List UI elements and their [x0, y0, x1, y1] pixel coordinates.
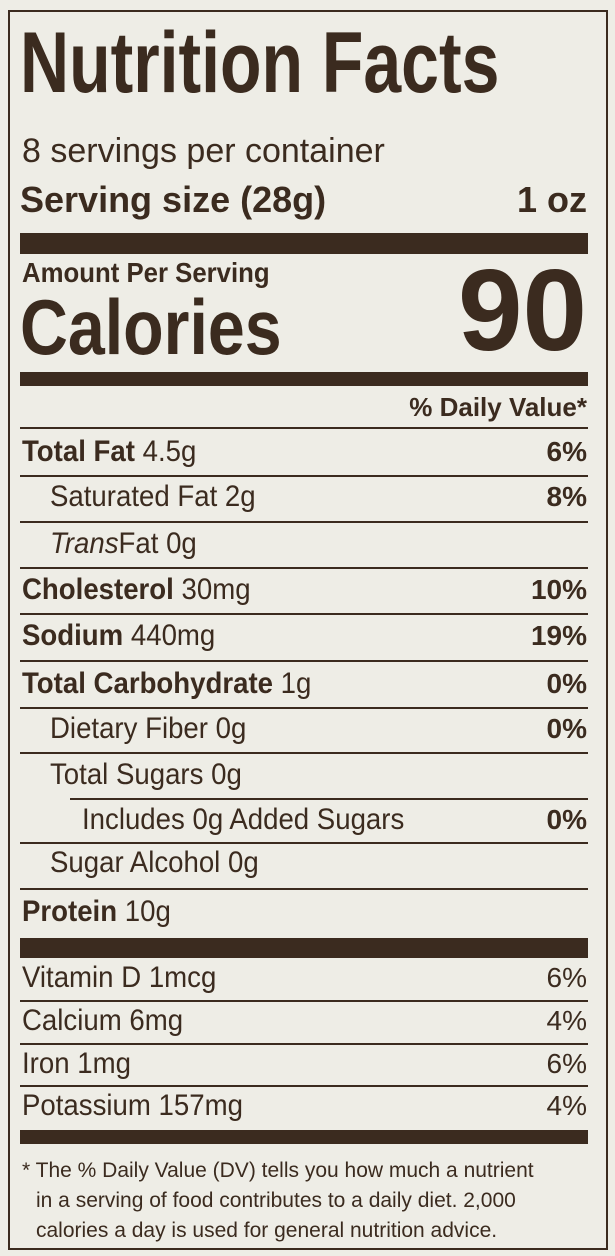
nutrient-name: Includes 0g Added Sugars — [82, 800, 404, 840]
vitamin-amount: 1mg — [77, 1047, 131, 1080]
rule — [20, 888, 588, 890]
serving-size-label: Serving size (28g) — [20, 179, 327, 220]
label-border — [8, 10, 608, 1250]
nutrient-amount: 2g — [224, 480, 256, 513]
nutrient-name: Sugar Alcohol 0g — [50, 843, 259, 883]
footnote-line: * The % Daily Value (DV) tells you how m… — [22, 1159, 534, 1182]
nutrient-label: Fat — [118, 527, 159, 560]
rule — [20, 567, 588, 569]
vitamin-dv: 4% — [546, 1005, 587, 1036]
nutrient-dv: 0% — [546, 713, 587, 744]
vitamin-amount: 157mg — [158, 1089, 243, 1122]
vitamin-name: Potassium 157mg — [22, 1086, 243, 1126]
nutrient-dv: 0% — [546, 668, 587, 699]
vitamin-amount: 1mcg — [148, 961, 217, 994]
nutrient-name: Sodium 440mg — [22, 616, 215, 656]
rule — [20, 707, 588, 709]
nutrient-label: Sugar Alcohol — [50, 846, 221, 879]
rule — [20, 427, 588, 429]
rule — [20, 752, 588, 754]
rule — [20, 842, 588, 844]
rule — [20, 660, 588, 662]
vitamin-dv: 4% — [546, 1090, 587, 1121]
nutrient-amount: 0g — [211, 758, 242, 791]
serving-size-value: 1 oz — [516, 179, 587, 220]
footnote-line: calories a day is used for general nutri… — [36, 1219, 498, 1242]
rule — [20, 1085, 588, 1087]
medium-bar — [20, 1130, 588, 1144]
nutrient-prefix: Trans — [50, 527, 119, 560]
nutrient-amount: 0g — [228, 846, 259, 879]
vitamin-name: Calcium 6mg — [22, 1001, 183, 1041]
daily-value-header: % Daily Value* — [409, 392, 587, 422]
nutrient-name: Total Carbohydrate 1g — [22, 664, 311, 704]
nutrient-label: Total Sugars — [50, 758, 204, 791]
rule — [20, 475, 588, 477]
nutrient-amount: 0g Added Sugars — [192, 803, 405, 836]
nutrient-name: Dietary Fiber 0g — [50, 709, 246, 749]
nutrient-dv: 6% — [546, 436, 587, 467]
nutrient-label: Sodium — [22, 619, 124, 652]
nutrient-label: Dietary Fiber — [50, 712, 208, 745]
footnote-line: in a serving of food contributes to a da… — [36, 1189, 516, 1212]
nutrient-label: Cholesterol — [22, 573, 174, 606]
title: Nutrition Facts — [20, 15, 500, 111]
nutrient-name: Cholesterol 30mg — [22, 570, 251, 610]
rule — [20, 1043, 588, 1045]
vitamin-label: Iron — [22, 1047, 70, 1080]
vitamin-label: Potassium — [22, 1089, 151, 1122]
thick-bar — [20, 938, 588, 958]
nutrient-dv: 10% — [530, 574, 587, 605]
nutrient-name: Total Sugars 0g — [50, 755, 242, 795]
vitamin-label: Vitamin D — [22, 961, 142, 994]
rule — [20, 613, 588, 615]
nutrient-amount: 4.5g — [142, 435, 197, 468]
rule — [20, 1000, 588, 1002]
vitamin-name: Iron 1mg — [22, 1044, 131, 1084]
nutrient-amount: 0g — [215, 712, 247, 745]
nutrient-amount: 440mg — [130, 619, 216, 652]
nutrient-amount: 1g — [280, 667, 312, 700]
calories-label: Calories — [20, 283, 282, 371]
nutrient-name: Total Fat 4.5g — [22, 432, 196, 472]
vitamin-label: Calcium — [22, 1004, 122, 1037]
nutrient-amount: 0g — [166, 527, 197, 560]
nutrient-dv: 19% — [530, 620, 587, 651]
vitamin-dv: 6% — [546, 962, 587, 993]
nutrient-amount: 10g — [124, 895, 171, 928]
nutrient-dv: 8% — [546, 481, 587, 512]
nutrient-label: Total Carbohydrate — [22, 667, 273, 700]
amount-per-serving: Amount Per Serving — [22, 257, 270, 288]
calories-value: 90 — [457, 245, 587, 375]
nutrient-label: Protein — [22, 895, 118, 928]
nutrient-amount: 30mg — [181, 573, 251, 606]
vitamin-amount: 6mg — [129, 1004, 184, 1037]
nutrient-name: TransFat 0g — [50, 524, 197, 564]
vitamin-name: Vitamin D 1mcg — [22, 958, 216, 998]
nutrient-name: Protein 10g — [22, 892, 171, 932]
nutrient-label: Includes — [82, 803, 185, 836]
nutrient-label: Saturated Fat — [50, 480, 218, 513]
nutrient-name: Saturated Fat 2g — [50, 477, 256, 517]
thick-bar — [20, 233, 588, 254]
vitamin-dv: 6% — [546, 1048, 587, 1079]
nutrient-dv: 0% — [546, 804, 587, 835]
nutrient-label: Total Fat — [22, 435, 135, 468]
rule — [20, 521, 588, 523]
medium-bar — [20, 372, 588, 386]
rule — [70, 798, 588, 800]
servings: 8 servings per container — [22, 132, 385, 170]
